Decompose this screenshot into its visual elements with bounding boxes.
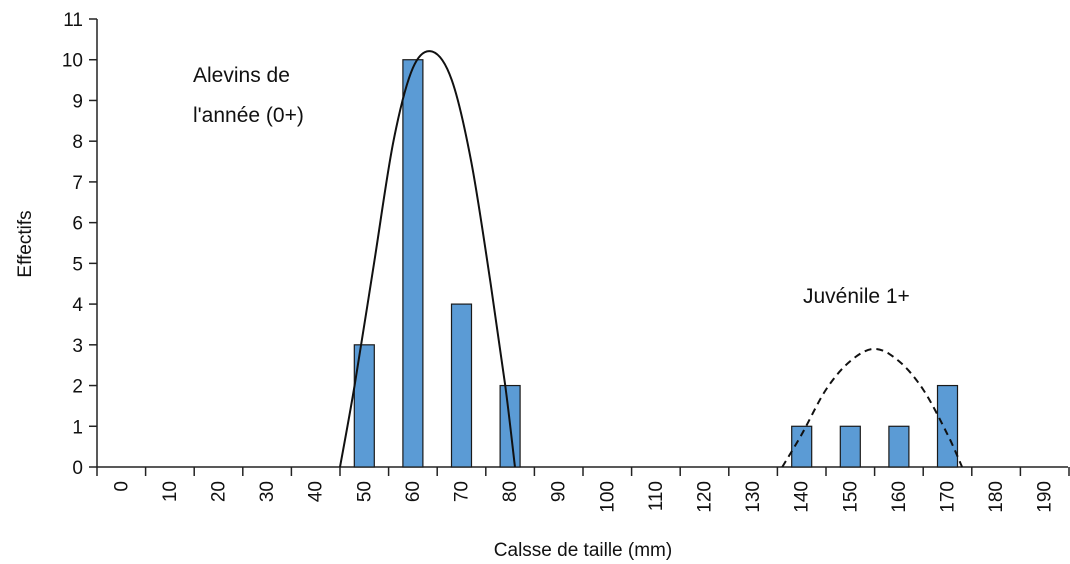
y-tick-label: 1 xyxy=(72,417,83,438)
x-tick-label: 100 xyxy=(597,481,618,513)
y-tick-label: 2 xyxy=(72,377,83,398)
x-tick-label: 90 xyxy=(549,481,570,502)
x-tick-label: 10 xyxy=(160,481,181,502)
y-tick-label: 7 xyxy=(72,173,83,194)
x-tick-label: 70 xyxy=(452,481,473,502)
x-tick-label: 120 xyxy=(695,481,716,513)
bar xyxy=(839,425,861,468)
y-axis-title: Effectifs xyxy=(15,210,36,277)
x-tick-label: 190 xyxy=(1035,481,1056,513)
axes xyxy=(89,18,1070,476)
y-tick-label: 0 xyxy=(72,458,83,479)
x-tick-label: 20 xyxy=(209,481,230,502)
y-tick-label: 8 xyxy=(72,132,83,153)
x-tick-label: 170 xyxy=(938,481,959,513)
bar xyxy=(402,59,424,468)
x-tick-label: 110 xyxy=(646,481,667,511)
y-tick-label: 3 xyxy=(72,336,83,357)
bar xyxy=(353,344,375,468)
bar xyxy=(888,425,910,468)
x-tick-label: 50 xyxy=(354,481,375,502)
x-tick-label: 80 xyxy=(500,481,521,502)
y-tick-label: 9 xyxy=(72,91,83,112)
x-tick-label: 140 xyxy=(792,481,813,513)
x-tick-label: 0 xyxy=(111,481,132,492)
x-tick-label: 160 xyxy=(889,481,910,513)
x-tick-label: 180 xyxy=(986,481,1007,513)
x-tick-label: 30 xyxy=(257,481,278,502)
y-tick-label: 6 xyxy=(72,214,83,235)
fitted-curves xyxy=(339,50,963,468)
bar xyxy=(936,384,959,468)
y-tick-label: 5 xyxy=(72,254,83,275)
y-tick-label: 10 xyxy=(62,51,83,72)
x-tick-label: 40 xyxy=(306,481,327,502)
y-tick-label: 11 xyxy=(63,10,83,31)
bar xyxy=(450,303,473,468)
bars xyxy=(353,59,959,468)
x-axis-title: Calsse de taille (mm) xyxy=(494,540,672,561)
dashed-fit-curve xyxy=(781,347,963,468)
bar xyxy=(791,425,813,468)
solid-fit-curve xyxy=(339,50,516,468)
annotation-juvenile: Juvénile 1+ xyxy=(803,285,910,308)
x-tick-label: 150 xyxy=(840,481,861,513)
y-tick-label: 4 xyxy=(72,295,83,316)
annotation-alevins: Alevins de xyxy=(193,64,290,87)
x-tick-label: 60 xyxy=(403,481,424,502)
annotation-alevins: l'année (0+) xyxy=(193,104,304,127)
x-tick-label: 130 xyxy=(743,481,764,513)
